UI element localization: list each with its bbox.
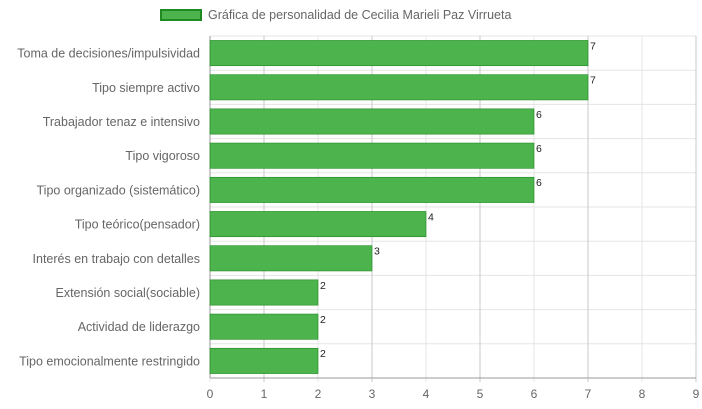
data-label: 2 bbox=[320, 314, 326, 326]
category-label: Tipo organizado (sistemático) bbox=[37, 183, 201, 197]
data-label: 6 bbox=[536, 143, 542, 155]
category-label: Actividad de liderazgo bbox=[78, 320, 200, 334]
x-tick-label: 0 bbox=[207, 387, 214, 401]
x-tick-label: 2 bbox=[315, 387, 322, 401]
legend[interactable]: Gráfica de personalidad de Cecilia Marie… bbox=[160, 8, 511, 22]
x-tick-label: 4 bbox=[423, 387, 430, 401]
legend-swatch bbox=[160, 9, 202, 21]
bar[interactable] bbox=[209, 211, 427, 238]
bar[interactable] bbox=[209, 40, 589, 67]
x-tick-label: 5 bbox=[477, 387, 484, 401]
data-label: 7 bbox=[590, 40, 596, 52]
data-label: 2 bbox=[320, 280, 326, 292]
x-tick-label: 6 bbox=[531, 387, 538, 401]
category-label: Extensión social(sociable) bbox=[55, 286, 200, 300]
category-label: Interés en trabajo con detalles bbox=[33, 252, 200, 266]
legend-label: Gráfica de personalidad de Cecilia Marie… bbox=[208, 8, 512, 22]
bar[interactable] bbox=[209, 313, 319, 340]
x-tick-label: 9 bbox=[693, 387, 700, 401]
data-label: 3 bbox=[374, 246, 380, 258]
x-tick-label: 3 bbox=[369, 387, 376, 401]
category-label: Tipo emocionalmente restringido bbox=[19, 354, 200, 368]
category-label: Tipo siempre activo bbox=[92, 81, 200, 95]
data-label: 7 bbox=[590, 75, 596, 87]
x-tick-label: 1 bbox=[261, 387, 268, 401]
data-label: 6 bbox=[536, 177, 542, 189]
category-label: Tipo vigoroso bbox=[125, 149, 200, 163]
category-label: Tipo teórico(pensador) bbox=[75, 218, 200, 232]
bar[interactable] bbox=[209, 74, 589, 101]
data-label: 4 bbox=[428, 211, 434, 223]
bar[interactable] bbox=[209, 142, 535, 169]
category-label: Trabajador tenaz e intensivo bbox=[43, 115, 200, 129]
data-label: 6 bbox=[536, 109, 542, 121]
bar[interactable] bbox=[209, 176, 535, 203]
x-tick-label: 7 bbox=[585, 387, 592, 401]
data-label: 2 bbox=[320, 348, 326, 360]
bar[interactable] bbox=[209, 108, 535, 135]
bar[interactable] bbox=[209, 347, 319, 374]
bar[interactable] bbox=[209, 279, 319, 306]
category-label: Toma de decisiones/impulsividad bbox=[17, 47, 200, 61]
bar[interactable] bbox=[209, 245, 373, 272]
x-tick-label: 8 bbox=[639, 387, 646, 401]
